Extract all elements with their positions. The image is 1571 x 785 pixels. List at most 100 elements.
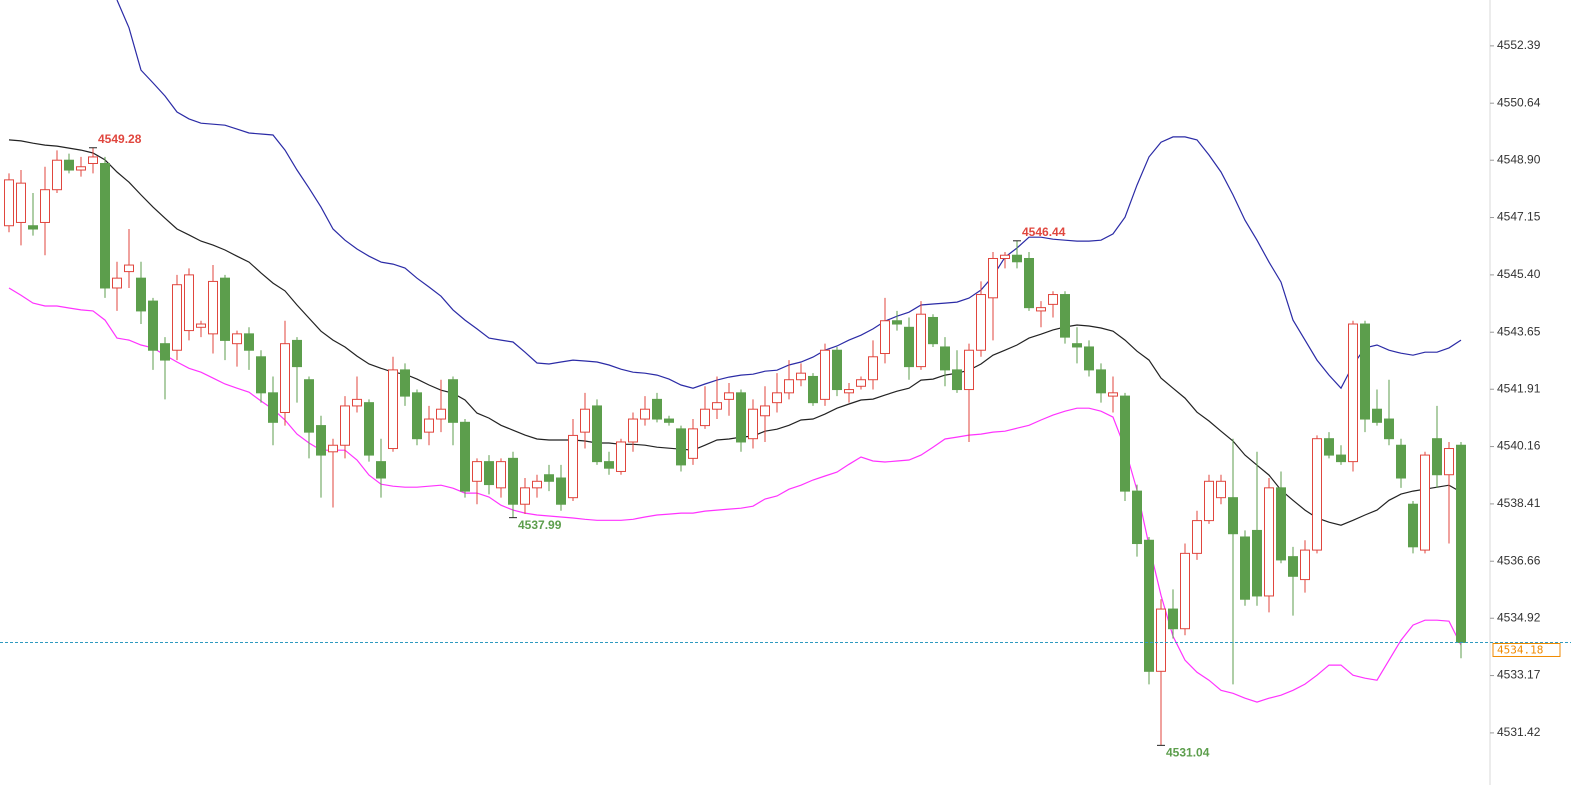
candle-body [532, 480, 542, 489]
candle-body [1336, 454, 1346, 463]
candle-body [652, 398, 662, 420]
candle-body [1312, 438, 1322, 551]
candle-body [976, 294, 986, 351]
candle-body [388, 369, 398, 450]
candle-body [292, 339, 302, 368]
candle-body [1396, 444, 1406, 479]
candle-body [196, 323, 206, 328]
candle-body [280, 343, 290, 413]
candle-body [1156, 608, 1166, 672]
candle-body [1204, 480, 1214, 522]
candle-body [112, 277, 122, 289]
candle-body [568, 434, 578, 499]
candle-body [892, 320, 902, 325]
band-line [8, 139, 1462, 526]
candle-body [952, 369, 962, 391]
y-tick-label: 4533.17 [1497, 668, 1541, 682]
candle-body [1252, 529, 1262, 597]
band-line [116, 0, 1462, 390]
candle-body [100, 162, 110, 289]
candle-body [760, 405, 770, 417]
last-price-label: 4534.18 [1497, 643, 1543, 656]
candle-body [412, 392, 422, 440]
candle-body [784, 379, 794, 394]
candle-body [1432, 438, 1442, 476]
candle-body [88, 156, 98, 164]
candle-body [184, 274, 194, 332]
candle-body [832, 349, 842, 391]
candle-body [232, 333, 242, 345]
candle-body [1372, 408, 1382, 423]
candle-body [1144, 539, 1154, 672]
candle-body [928, 316, 938, 345]
extreme-label: 4546.44 [1022, 225, 1066, 239]
candle-body [1180, 552, 1190, 630]
y-tick-label: 4545.40 [1497, 267, 1541, 281]
y-tick-label: 4552.39 [1497, 38, 1541, 52]
candle-body [1276, 487, 1286, 561]
candle-body [136, 277, 146, 312]
extreme-label: 4537.99 [518, 518, 562, 532]
candle-body [688, 428, 698, 459]
candle-body [1012, 254, 1022, 263]
candle-body [712, 402, 722, 410]
candle-body [304, 379, 314, 433]
candle-body [964, 349, 974, 391]
candle-body [376, 461, 386, 479]
candle-body [1444, 448, 1454, 476]
candle-body [220, 277, 230, 341]
candle-body [472, 461, 482, 482]
y-tick-label: 4531.42 [1497, 725, 1541, 739]
candle-body [724, 392, 734, 400]
candle-body [1420, 454, 1430, 551]
candle-body [1348, 323, 1358, 463]
candle-body [1360, 323, 1370, 420]
y-tick-label: 4540.16 [1497, 439, 1541, 453]
candle-body [364, 402, 374, 456]
candle-body [1192, 520, 1202, 554]
candle-body [1264, 487, 1274, 597]
candle-body [268, 392, 278, 423]
candle-body [1060, 294, 1070, 338]
candle-body [496, 461, 506, 489]
candle-body [1084, 346, 1094, 371]
candle-body [628, 418, 638, 443]
candle-body [508, 457, 518, 505]
y-tick-label: 4543.65 [1497, 324, 1541, 338]
candle-body [520, 487, 530, 505]
candle-body [1300, 549, 1310, 581]
candle-body [844, 389, 854, 394]
candle-body [1228, 497, 1238, 535]
candle-body [1324, 438, 1334, 456]
candle-body [1024, 257, 1034, 309]
y-tick-label: 4541.91 [1497, 381, 1541, 395]
candle-body [1408, 503, 1418, 548]
candle-body [148, 300, 158, 351]
candle-body [208, 280, 218, 335]
y-tick-label: 4550.64 [1497, 95, 1541, 109]
candle-body [1240, 536, 1250, 600]
candle-body [808, 375, 818, 404]
candle-body [16, 182, 26, 223]
candle-body [640, 408, 650, 420]
candle-body [748, 408, 758, 440]
candle-body [244, 333, 254, 351]
candle-body [316, 425, 326, 456]
candle-body [400, 369, 410, 397]
candle-body [1072, 343, 1082, 348]
candle-body [796, 372, 806, 381]
candle-body [76, 166, 86, 171]
candle-body [352, 398, 362, 407]
candle-body [484, 461, 494, 486]
candle-body [1120, 395, 1130, 492]
candle-body [904, 326, 914, 368]
candle-body [1048, 294, 1058, 305]
candle-body [676, 428, 686, 466]
candle-body [52, 159, 62, 191]
candle-body [64, 159, 74, 171]
candle-body [256, 356, 266, 394]
candle-body [916, 313, 926, 368]
y-tick-label: 4548.90 [1497, 152, 1541, 166]
candle-body [1384, 418, 1394, 440]
y-tick-label: 4538.41 [1497, 496, 1541, 510]
